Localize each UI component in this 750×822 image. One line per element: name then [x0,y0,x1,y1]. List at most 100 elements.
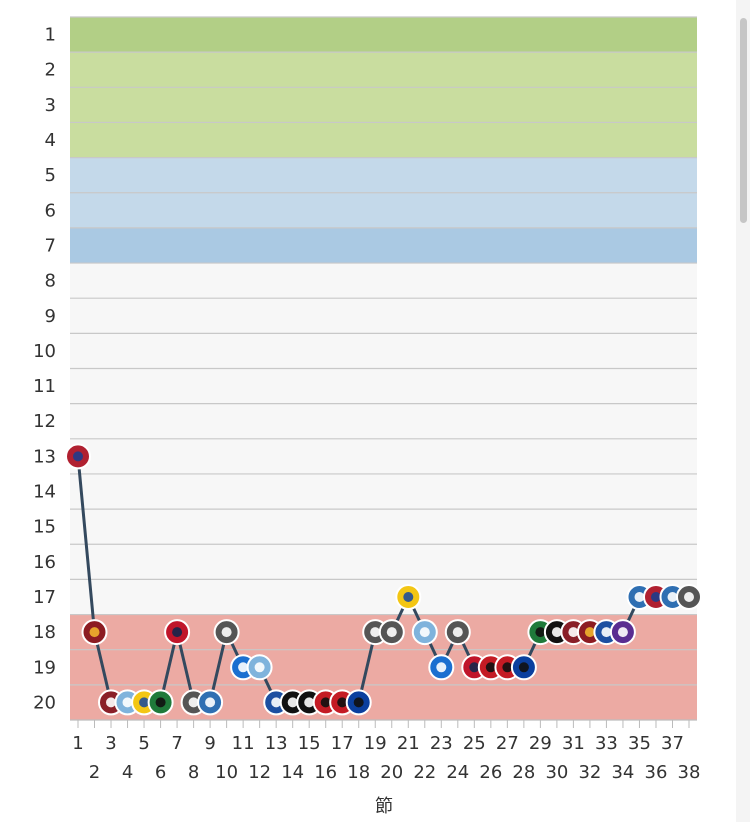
x-tick-label: 10 [215,762,238,783]
crest-center [452,627,463,638]
crest-center [667,592,678,602]
crest-center [188,697,199,708]
data-point [411,619,438,646]
data-point [147,689,174,716]
x-axis: 1234567891011121314151617181920212223242… [70,719,701,783]
x-tick-label: 36 [645,762,668,783]
x-tick-label: 14 [281,762,304,783]
x-tick-label: 31 [562,733,585,754]
data-point [395,584,422,610]
data-point [246,654,273,681]
x-tick-label: 29 [529,733,552,754]
crest-center [254,662,265,673]
crest-center [651,592,661,602]
x-tick-label: 16 [314,762,337,783]
x-tick-label: 21 [397,733,420,754]
series-markers [65,443,702,716]
y-tick-label: 6 [45,200,56,221]
x-tick-label: 30 [545,762,568,783]
x-tick-label: 18 [347,762,370,783]
x-tick-label: 11 [232,733,255,754]
x-tick-label: 8 [188,762,199,783]
data-point [444,619,471,646]
y-tick-label: 19 [33,657,56,678]
crest-center [271,697,282,708]
y-tick-label: 10 [33,341,56,362]
y-tick-label: 7 [45,235,56,256]
crest-center [155,697,166,708]
y-tick-label: 16 [33,552,56,573]
y-tick-label: 20 [33,692,56,713]
crest-center [172,627,183,638]
crest-center [568,627,579,638]
crest-center [419,627,430,638]
crest-center [601,627,612,638]
x-tick-label: 2 [89,762,100,783]
y-tick-label: 12 [33,411,56,432]
x-tick-label: 25 [463,733,486,754]
x-tick-label: 23 [430,733,453,754]
grid-lines [70,16,697,721]
data-point [213,619,240,646]
crest-center [205,697,216,708]
data-point [197,689,224,716]
crest-center [684,592,694,602]
crest-center [535,627,546,638]
zone-band [70,17,697,53]
data-point [345,689,372,716]
zone-band [70,52,697,158]
data-point [676,584,702,610]
data-point [510,654,537,681]
crest-center [469,662,480,673]
data-point [65,443,91,470]
data-point [378,619,405,646]
vertical-scrollbar[interactable] [736,0,750,822]
crest-center [370,627,381,638]
crest-center [287,697,298,708]
x-tick-label: 9 [204,733,215,754]
y-tick-label: 13 [33,446,56,467]
y-tick-label: 2 [45,60,56,81]
y-tick-label: 9 [45,306,56,327]
x-tick-label: 6 [155,762,166,783]
y-tick-label: 3 [45,95,56,116]
crest-center [403,592,414,602]
crest-center [106,697,116,708]
x-tick-label: 33 [595,733,618,754]
crest-center [386,627,397,638]
crest-center [122,697,133,708]
x-tick-label: 17 [331,733,354,754]
crest-center [89,627,100,638]
crest-center [320,697,331,708]
x-tick-label: 13 [265,733,288,754]
zone-band [70,227,697,264]
crest-center [617,627,628,638]
x-tick-label: 37 [661,733,684,754]
y-tick-label: 14 [33,482,56,503]
x-tick-label: 20 [380,762,403,783]
y-tick-label: 5 [45,165,56,186]
x-tick-label: 12 [248,762,271,783]
x-tick-label: 19 [364,733,387,754]
crest-center [238,662,249,673]
scrollbar-thumb[interactable] [740,18,747,223]
y-tick-label: 15 [33,517,56,538]
data-point [164,619,191,646]
crest-center [502,662,513,673]
x-axis-title: 節 [375,796,393,817]
x-tick-label: 35 [628,733,651,754]
x-tick-label: 38 [678,762,701,783]
crest-center [634,592,645,602]
crest-center [436,662,447,673]
data-point [609,619,636,646]
crest-center [485,662,496,673]
x-tick-label: 4 [122,762,133,783]
crest-center [337,697,348,708]
crest-center [139,697,150,708]
y-tick-label: 18 [33,622,56,643]
y-tick-label: 4 [45,130,56,151]
crest-center [73,451,83,462]
